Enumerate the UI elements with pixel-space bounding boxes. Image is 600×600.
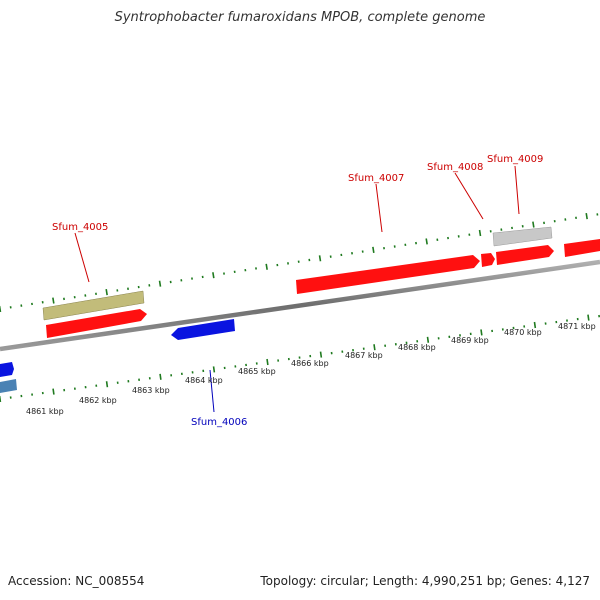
scale-tick: [158, 280, 162, 287]
scale-tick: [426, 336, 430, 343]
scale-tick: [533, 321, 537, 329]
scale-tick: [265, 263, 268, 270]
gene-feature[interactable]: [496, 245, 554, 265]
gene-feature-sfum-4008[interactable]: [481, 253, 495, 267]
scale-label: 4861 kbp: [26, 407, 64, 416]
scale-label: 4863 kbp: [132, 386, 170, 395]
scale-tick: [585, 213, 588, 220]
accession-text: Accession: NC_008554: [8, 574, 145, 588]
gene-feature-sfum-4009[interactable]: [492, 226, 553, 247]
scale-tick: [159, 373, 162, 380]
scale-tick: [212, 366, 216, 373]
gene-feature-sfum-4006[interactable]: [171, 319, 235, 340]
gene-feature-sfum-4007[interactable]: [296, 255, 480, 294]
gene-features: [0, 226, 600, 393]
scale-label: 4866 kbp: [291, 359, 329, 368]
scale-tick: [318, 255, 322, 262]
map-title: Syntrophobacter fumaroxidans MPOB, compl…: [114, 10, 486, 25]
scale-tick: [266, 358, 269, 366]
scale-label: 4868 kbp: [398, 343, 436, 352]
outer-tick-ring: [0, 213, 599, 313]
gene-label-sfum-4005: Sfum_4005: [52, 222, 108, 233]
gene-feature-sfum-4005[interactable]: [42, 290, 145, 321]
scale-tick: [105, 289, 108, 296]
gene-label-sfum-4008: Sfum_4008: [427, 162, 483, 173]
scale-tick: [52, 388, 55, 395]
scale-tick: [425, 238, 428, 245]
scale-tick: [587, 314, 590, 321]
scale-tick: [319, 351, 323, 358]
scale-label: 4864 kbp: [185, 376, 223, 385]
scale-tick: [532, 221, 535, 228]
inner-tick-ring: [0, 314, 600, 403]
scale-tick: [478, 229, 482, 237]
gene-feature[interactable]: [564, 239, 600, 257]
scale-label: 4869 kbp: [451, 336, 489, 345]
gene-label-sfum-4006: Sfum_4006: [191, 417, 247, 428]
scale-label: 4871 kbp: [558, 322, 596, 331]
scale-label: 4870 kbp: [504, 328, 542, 337]
gene-feature[interactable]: [46, 309, 147, 338]
scale-tick: [105, 381, 109, 388]
scale-tick: [480, 329, 483, 336]
gene-label-sfum-4009: Sfum_4009: [487, 154, 543, 165]
scale-label: 4862 kbp: [79, 396, 117, 405]
gene-label-sfum-4007: Sfum_4007: [348, 173, 404, 184]
genome-backbone: [0, 259, 600, 352]
scale-label: 4865 kbp: [238, 367, 276, 376]
scale-label: 4867 kbp: [345, 351, 383, 360]
gene-feature[interactable]: [0, 379, 17, 393]
scale-tick: [52, 297, 55, 304]
gene-feature[interactable]: [0, 362, 14, 377]
label-leaders: [74, 165, 520, 413]
scale-tick: [212, 272, 215, 279]
scale-tick: [372, 246, 375, 253]
scale-tick: [373, 344, 376, 351]
genome-summary: Topology: circular; Length: 4,990,251 bp…: [260, 574, 590, 588]
